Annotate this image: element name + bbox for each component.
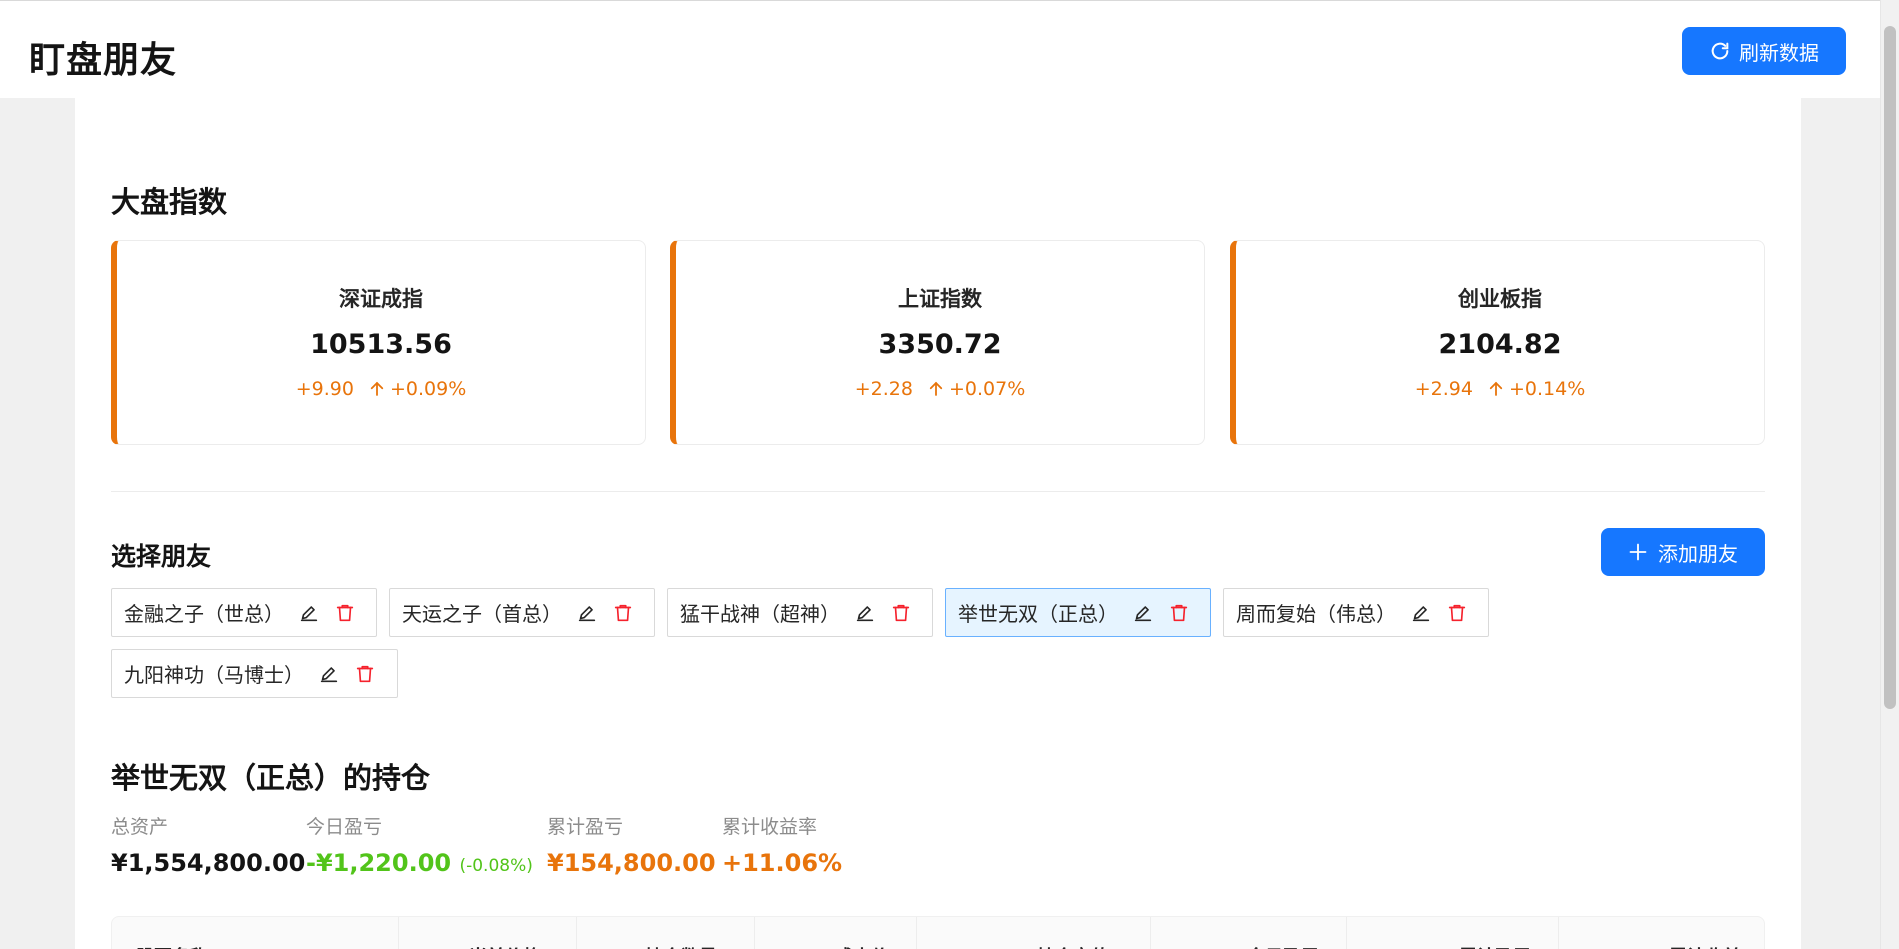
scrollbar-thumb[interactable] xyxy=(1884,26,1896,709)
index-change-percent: +0.09% xyxy=(389,378,467,400)
friend-tag[interactable]: 天运之子（首总） xyxy=(389,588,655,637)
stat-label: 总资产 xyxy=(111,816,169,838)
index-card-chinext: 创业板指 2104.82 +2.94 +0.14% xyxy=(1230,240,1765,445)
edit-icon[interactable] xyxy=(1132,602,1154,624)
table-header-label: 今日盈亏 xyxy=(1247,943,1319,949)
today-pnl-percent: (-0.08%) xyxy=(459,856,533,876)
table-header-cell[interactable]: 持仓数量 xyxy=(577,917,755,949)
index-card-shenzhen: 深证成指 10513.56 +9.90 +0.09% xyxy=(111,240,646,445)
friend-tag[interactable]: 周而复始（伟总） xyxy=(1223,588,1489,637)
table-header-cell[interactable]: 持仓市值 xyxy=(917,917,1151,949)
delete-icon[interactable] xyxy=(890,602,912,624)
friend-tag-label: 举世无双（正总） xyxy=(958,602,1118,626)
friends-section-title: 选择朋友 xyxy=(111,542,212,571)
stat-value: -¥1,220.00 (-0.08%) xyxy=(306,849,533,877)
table-header-cell[interactable]: 当前价格 xyxy=(399,917,577,949)
top-bar: 盯盘朋友 刷新数据 xyxy=(0,0,1880,98)
table-header-label: 成本价 xyxy=(835,943,889,949)
table-header-cell[interactable]: 累计收益 xyxy=(1559,917,1766,949)
edit-icon[interactable] xyxy=(318,663,340,685)
page-scrollbar[interactable] xyxy=(1880,0,1899,949)
stat-value: ¥1,554,800.00 xyxy=(111,849,306,877)
app-title: 盯盘朋友 xyxy=(29,40,178,81)
friend-tag[interactable]: 金融之子（世总） xyxy=(111,588,377,637)
stat-value: +11.06% xyxy=(722,849,843,877)
table-header-cell[interactable]: 成本价 xyxy=(755,917,917,949)
table-header-label: 累计收益 xyxy=(1669,943,1741,949)
friend-tag-label: 金融之子（世总） xyxy=(124,602,284,626)
index-card-shanghai: 上证指数 3350.72 +2.28 +0.07% xyxy=(670,240,1205,445)
table-header-label: 累计盈亏 xyxy=(1459,943,1531,949)
index-value: 2104.82 xyxy=(1438,329,1562,360)
index-change-amount: +2.28 xyxy=(854,378,913,400)
edit-icon[interactable] xyxy=(298,602,320,624)
table-header-label: 持仓市值 xyxy=(1037,943,1109,949)
arrow-up-icon xyxy=(370,381,384,396)
index-value: 10513.56 xyxy=(310,329,452,360)
add-friend-label: 添加朋友 xyxy=(1658,541,1738,566)
stat-cum-rate: 累计收益率 +11.06% xyxy=(722,812,842,877)
arrow-up-icon xyxy=(1489,381,1503,396)
main-content: 大盘指数 深证成指 10513.56 +9.90 +0.09% 上证指数 335… xyxy=(75,98,1801,949)
arrow-up-icon xyxy=(929,381,943,396)
delete-icon[interactable] xyxy=(334,602,356,624)
index-name: 深证成指 xyxy=(339,287,423,311)
friend-tag[interactable]: 九阳神功（马博士） xyxy=(111,649,398,698)
friend-tag-selected[interactable]: 举世无双（正总） xyxy=(945,588,1211,637)
stat-label: 累计盈亏 xyxy=(547,816,624,838)
index-change-amount: +9.90 xyxy=(295,378,354,400)
edit-icon[interactable] xyxy=(576,602,598,624)
stat-today-pnl: 今日盈亏 -¥1,220.00 (-0.08%) xyxy=(306,812,533,877)
holdings-table-header: 股票名称 当前价格 持仓数量 成本价 持仓市值 今日盈亏 累计盈亏 累计收益 xyxy=(111,916,1765,949)
delete-icon[interactable] xyxy=(354,663,376,685)
table-header-cell[interactable]: 累计盈亏 xyxy=(1347,917,1559,949)
holding-title: 举世无双（正总）的持仓 xyxy=(111,761,431,795)
stat-cum-pnl: 累计盈亏 ¥154,800.00 xyxy=(547,812,716,877)
index-change-amount: +2.94 xyxy=(1414,378,1473,400)
index-change-percent: +0.14% xyxy=(1508,378,1586,400)
friend-tag-label: 天运之子（首总） xyxy=(402,602,562,626)
stat-total-assets: 总资产 ¥1,554,800.00 xyxy=(111,812,305,877)
refresh-icon xyxy=(1711,42,1729,60)
index-change: +2.28 +0.07% xyxy=(676,378,1204,400)
index-value: 3350.72 xyxy=(878,329,1002,360)
stat-label: 累计收益率 xyxy=(722,816,818,838)
index-section-title: 大盘指数 xyxy=(111,185,228,219)
index-name: 上证指数 xyxy=(898,287,982,311)
section-divider xyxy=(111,491,1765,492)
table-header-label: 当前价格 xyxy=(469,943,541,949)
add-friend-button[interactable]: 添加朋友 xyxy=(1601,528,1765,576)
friend-tag-label: 九阳神功（马博士） xyxy=(124,663,304,687)
table-header-cell[interactable]: 今日盈亏 xyxy=(1151,917,1347,949)
friend-tag[interactable]: 猛干战神（超神） xyxy=(667,588,933,637)
refresh-button[interactable]: 刷新数据 xyxy=(1682,27,1846,75)
friend-tag-label: 周而复始（伟总） xyxy=(1236,602,1396,626)
delete-icon[interactable] xyxy=(1446,602,1468,624)
table-header-label: 股票名称 xyxy=(136,943,208,949)
delete-icon[interactable] xyxy=(612,602,634,624)
stat-label: 今日盈亏 xyxy=(306,816,383,838)
plus-icon xyxy=(1629,543,1647,561)
edit-icon[interactable] xyxy=(1410,602,1432,624)
index-change-percent: +0.07% xyxy=(948,378,1026,400)
index-name: 创业板指 xyxy=(1458,287,1542,311)
refresh-button-label: 刷新数据 xyxy=(1739,40,1819,65)
table-header-cell[interactable]: 股票名称 xyxy=(112,917,399,949)
today-pnl-amount: -¥1,220.00 xyxy=(306,849,452,877)
friend-tag-label: 猛干战神（超神） xyxy=(680,602,840,626)
table-header-label: 持仓数量 xyxy=(645,943,717,949)
delete-icon[interactable] xyxy=(1168,602,1190,624)
index-change: +9.90 +0.09% xyxy=(117,378,645,400)
edit-icon[interactable] xyxy=(854,602,876,624)
stat-value: ¥154,800.00 xyxy=(547,849,716,877)
index-change: +2.94 +0.14% xyxy=(1236,378,1764,400)
